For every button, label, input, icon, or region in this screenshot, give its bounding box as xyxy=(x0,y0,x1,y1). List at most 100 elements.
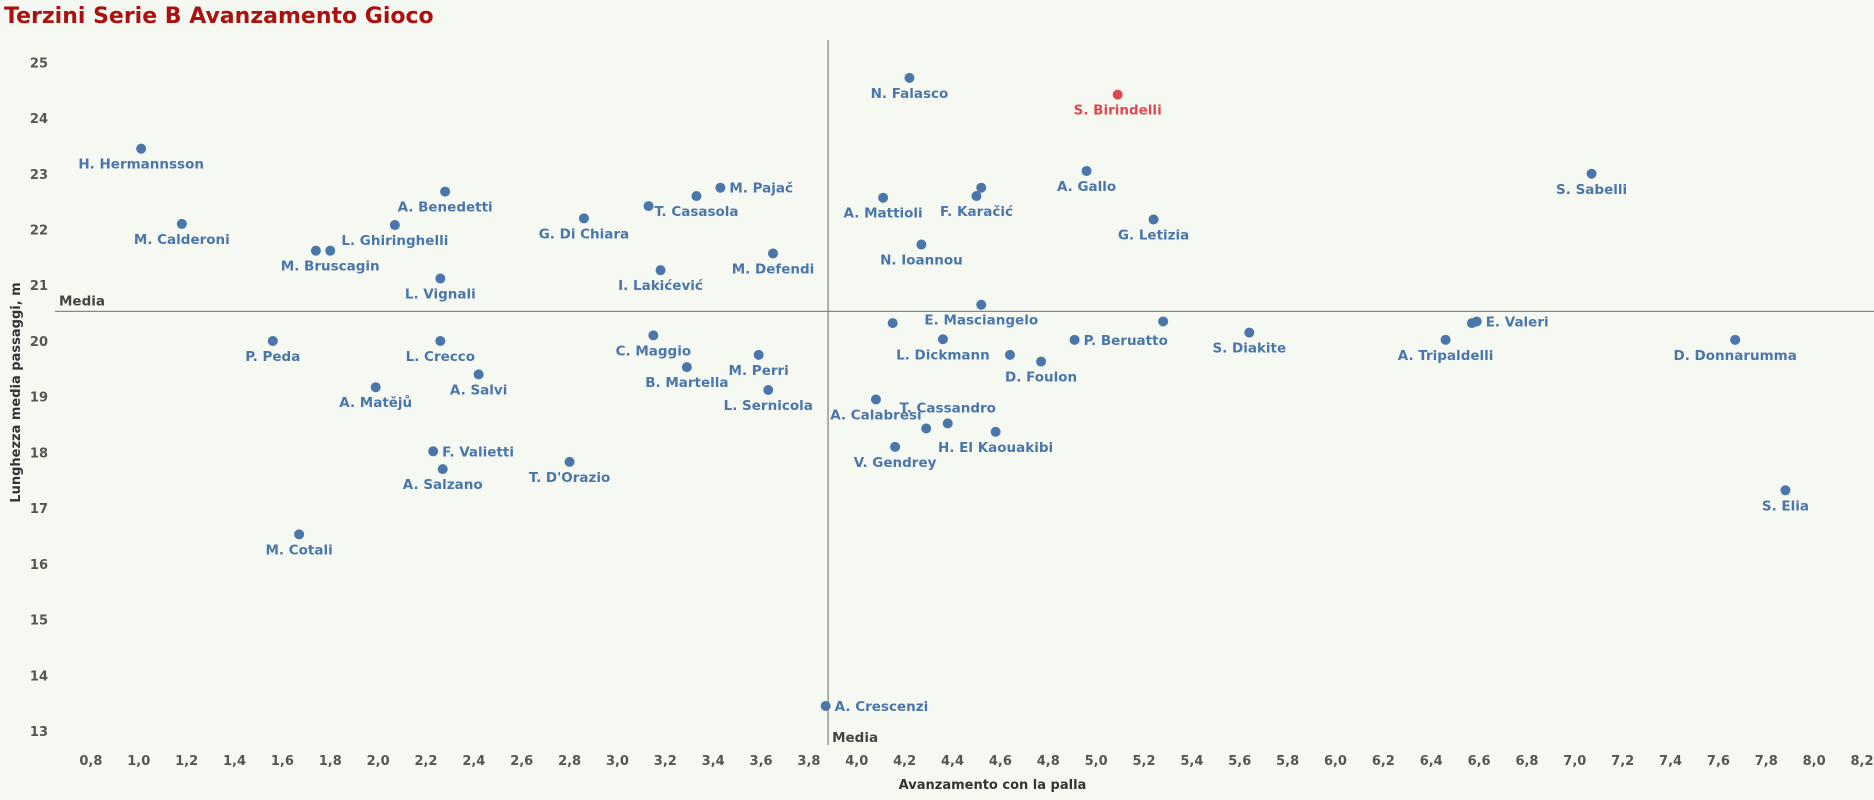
point-label: S. Birindelli xyxy=(1074,103,1162,119)
x-tick-label: 1,2 xyxy=(175,754,198,769)
x-tick-label: 3,0 xyxy=(606,754,629,769)
data-point xyxy=(435,273,446,284)
data-point xyxy=(681,362,692,373)
y-tick-label: 17 xyxy=(30,502,48,517)
data-point xyxy=(976,182,987,193)
x-tick-label: 1,8 xyxy=(319,754,342,769)
x-tick-label: 3,6 xyxy=(750,754,773,769)
data-point xyxy=(937,334,948,345)
data-point xyxy=(942,418,953,429)
data-point xyxy=(921,423,932,434)
point-label: M. Calderoni xyxy=(134,232,230,248)
x-tick-label: 2,0 xyxy=(367,754,390,769)
x-tick-label: 6,8 xyxy=(1515,754,1538,769)
point-label: L. Dickmann xyxy=(896,347,990,363)
data-point xyxy=(753,349,764,360)
data-point xyxy=(763,384,774,395)
data-point xyxy=(990,426,1001,437)
point-label: E. Masciangelo xyxy=(924,313,1038,329)
x-tick-label: 5,2 xyxy=(1132,754,1155,769)
point-label: N. Ioannou xyxy=(880,253,963,269)
y-tick-label: 16 xyxy=(30,558,48,573)
data-point xyxy=(1148,214,1159,225)
point-label: D. Foulon xyxy=(1005,370,1077,386)
data-point xyxy=(1158,316,1169,327)
y-axis-label: Lunghezza media passaggi, m xyxy=(9,282,24,502)
point-label: B. Martella xyxy=(645,375,728,391)
x-tick-label: 7,2 xyxy=(1611,754,1634,769)
x-tick-label: 4,2 xyxy=(893,754,916,769)
point-label: I. Lakićević xyxy=(618,278,703,294)
y-tick-label: 15 xyxy=(30,614,48,629)
data-point xyxy=(1069,334,1080,345)
y-tick-label: 23 xyxy=(30,168,48,183)
data-point xyxy=(370,382,381,393)
x-tick-label: 1,0 xyxy=(127,754,150,769)
x-tick-label: 2,2 xyxy=(414,754,437,769)
data-point xyxy=(1081,165,1092,176)
x-tick-label: 7,6 xyxy=(1707,754,1730,769)
data-point xyxy=(176,218,187,229)
x-tick-label: 0,8 xyxy=(79,754,102,769)
x-tick-label: 7,0 xyxy=(1563,754,1586,769)
point-label: A. Salvi xyxy=(450,382,507,398)
x-tick-label: 7,8 xyxy=(1755,754,1778,769)
data-point xyxy=(878,192,889,203)
data-point xyxy=(715,182,726,193)
point-label: P. Peda xyxy=(245,349,300,365)
y-tick-label: 20 xyxy=(30,335,48,350)
data-point xyxy=(564,456,575,467)
point-label: P. Beruatto xyxy=(1084,333,1168,349)
x-tick-label: 6,6 xyxy=(1468,754,1491,769)
data-point xyxy=(1586,168,1597,179)
x-tick-label: 6,2 xyxy=(1372,754,1395,769)
data-point xyxy=(428,446,439,457)
data-point xyxy=(437,464,448,475)
x-tick-label: 4,4 xyxy=(941,754,964,769)
data-point xyxy=(643,201,654,212)
x-tick-label: 4,0 xyxy=(845,754,868,769)
point-label: H. Hermannsson xyxy=(78,157,204,173)
point-label: A. Salzano xyxy=(403,477,483,493)
point-label: A. Matějů xyxy=(339,394,412,411)
point-label: F. Karačić xyxy=(940,204,1013,220)
x-tick-label: 3,4 xyxy=(702,754,725,769)
point-label: L. Vignali xyxy=(405,287,476,303)
point-label: N. Falasco xyxy=(871,86,949,102)
data-point xyxy=(916,239,927,250)
data-point xyxy=(136,143,147,154)
data-point xyxy=(389,220,400,231)
data-point xyxy=(691,191,702,202)
x-tick-label: 7,4 xyxy=(1659,754,1682,769)
point-label: H. El Kaouakibi xyxy=(938,440,1053,456)
point-label: A. Crescenzi xyxy=(835,699,929,715)
data-point xyxy=(578,213,589,224)
point-label: A. Gallo xyxy=(1057,179,1116,195)
data-point xyxy=(971,191,982,202)
y-tick-label: 18 xyxy=(30,446,48,461)
x-tick-label: 4,6 xyxy=(989,754,1012,769)
y-tick-label: 24 xyxy=(30,112,48,127)
x-tick-label: 1,6 xyxy=(271,754,294,769)
x-tick-label: 2,4 xyxy=(462,754,485,769)
x-tick-label: 5,8 xyxy=(1276,754,1299,769)
point-label: G. Di Chiara xyxy=(539,226,629,242)
data-point xyxy=(325,245,336,256)
point-label: M. Perri xyxy=(729,363,789,379)
point-label: M. Pajač xyxy=(729,181,793,197)
data-point xyxy=(1112,89,1123,100)
data-point xyxy=(1004,349,1015,360)
y-tick-label: 13 xyxy=(30,725,48,740)
y-tick-label: 19 xyxy=(30,391,48,406)
point-label: S. Sabelli xyxy=(1556,182,1627,198)
data-point xyxy=(1244,327,1255,338)
point-label: S. Elia xyxy=(1762,498,1809,514)
x-tick-label: 2,8 xyxy=(558,754,581,769)
x-tick-label: 3,2 xyxy=(654,754,677,769)
x-tick-label: 1,4 xyxy=(223,754,246,769)
y-tick-label: 22 xyxy=(30,223,48,238)
x-tick-label: 5,6 xyxy=(1228,754,1251,769)
data-point xyxy=(768,248,779,259)
point-label: G. Letizia xyxy=(1118,227,1189,243)
